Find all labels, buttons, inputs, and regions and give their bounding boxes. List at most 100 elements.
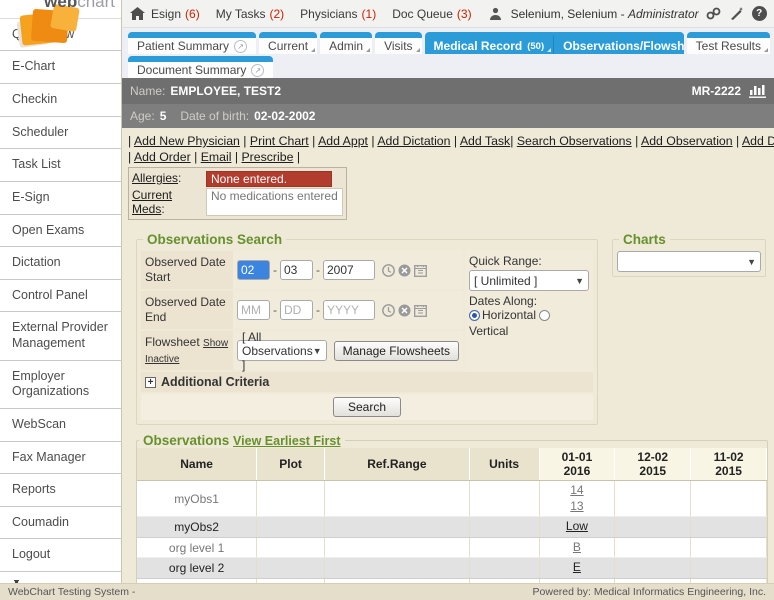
- action-link-add-new-physician[interactable]: Add New Physician: [133, 134, 240, 148]
- manage-flowsheets-button[interactable]: Manage Flowsheets: [333, 340, 459, 361]
- sidebar-item-external-provider-management[interactable]: External Provider Management: [0, 312, 121, 361]
- charts-select[interactable]: ▼: [617, 251, 761, 272]
- tab-document-summary[interactable]: Document Summary ↗: [128, 56, 274, 78]
- user-icon: [488, 6, 504, 22]
- doc-queue-count: (3): [456, 6, 472, 21]
- view-earliest-first-link[interactable]: View Earliest First: [233, 434, 341, 448]
- sidebar-item-fax-manager[interactable]: Fax Manager: [0, 441, 121, 475]
- sidebar-item-task-list[interactable]: Task List: [0, 149, 121, 182]
- column-header-date-1[interactable]: 01-01 2016: [539, 448, 616, 481]
- observation-row-myobs1: myObs1 14 13: [137, 480, 767, 518]
- chart-stats-icon[interactable]: [749, 84, 766, 98]
- end-day-input[interactable]: [280, 300, 313, 320]
- column-header-name[interactable]: Name: [137, 448, 258, 481]
- observation-value-cell: 14 13: [539, 480, 616, 518]
- tab-admin[interactable]: Admin: [320, 32, 373, 54]
- nav-physicians[interactable]: Physicians (1): [300, 6, 377, 21]
- sidebar-item-webscan[interactable]: WebScan: [0, 408, 121, 442]
- sidebar-item-control-panel[interactable]: Control Panel: [0, 279, 121, 313]
- webchart-logo[interactable]: webchart: [0, 0, 121, 48]
- observation-value-link[interactable]: E: [572, 560, 581, 575]
- action-link-search-observations[interactable]: Search Observations: [516, 134, 632, 148]
- help-icon[interactable]: ?: [751, 6, 767, 21]
- flowsheet-select[interactable]: [ All Observations ] ▼: [237, 330, 327, 372]
- action-link-add-document[interactable]: Add Document: [741, 134, 774, 148]
- sidebar-item-logout[interactable]: Logout: [0, 539, 121, 572]
- popout-icon[interactable]: ↗: [234, 39, 248, 53]
- allergies-link[interactable]: Allergies: [132, 171, 179, 185]
- sidebar-item-checkin[interactable]: Checkin: [0, 84, 121, 117]
- tab-patient-summary[interactable]: Patient Summary ↗: [128, 32, 257, 54]
- clear-date-icon[interactable]: [398, 304, 411, 317]
- clear-date-icon[interactable]: [398, 264, 411, 277]
- observation-row-org-level-1: org level 1 B: [137, 537, 767, 559]
- tab-current[interactable]: Current: [259, 32, 318, 54]
- column-header-date-3[interactable]: 11-02 2015: [690, 448, 767, 481]
- end-month-input[interactable]: [237, 300, 270, 320]
- start-year-input[interactable]: [323, 260, 375, 280]
- esign-count: (6): [185, 6, 200, 21]
- current-meds-link[interactable]: Current Meds: [132, 188, 173, 216]
- column-header-date-2[interactable]: 12-02 2015: [614, 448, 692, 481]
- nav-my-tasks[interactable]: My Tasks (2): [215, 6, 285, 21]
- action-link-print-chart[interactable]: Print Chart: [249, 134, 309, 148]
- charts-panel: Charts ▼: [612, 232, 766, 277]
- vertical-radio[interactable]: [539, 310, 551, 321]
- content-area: | Add New Physician | Print Chart | Add …: [122, 128, 774, 600]
- column-header-ref-range[interactable]: Ref.Range: [324, 448, 470, 481]
- sidebar-item-coumadin[interactable]: Coumadin: [0, 506, 121, 540]
- tab-observations-flowsheets[interactable]: Observations/Flowsheets(50): [554, 32, 684, 54]
- action-link-add-dictation[interactable]: Add Dictation: [377, 134, 451, 148]
- main-area: Esign (6) My Tasks (2) Physicians (1) Doc Q…: [122, 0, 774, 600]
- start-month-input[interactable]: [237, 260, 270, 280]
- home-icon[interactable]: [130, 6, 145, 22]
- nav-doc-queue[interactable]: Doc Queue (3): [392, 6, 472, 21]
- tab-medical-record[interactable]: Medical Record (50): [424, 32, 555, 54]
- sidebar-item-dictation[interactable]: Dictation: [0, 247, 121, 280]
- webchart-logo-icon: [16, 3, 80, 56]
- start-day-input[interactable]: [280, 260, 313, 280]
- observation-value-link[interactable]: 13: [570, 498, 584, 513]
- sidebar-item-employer-organizations[interactable]: Employer Organizations: [0, 360, 121, 409]
- action-link-email[interactable]: Email: [200, 150, 232, 164]
- search-button[interactable]: Search: [332, 397, 402, 417]
- popout-icon[interactable]: ↗: [251, 63, 265, 77]
- link-chain-icon[interactable]: [706, 6, 722, 22]
- sidebar-item-e-sign[interactable]: E-Sign: [0, 181, 121, 215]
- patient-mr-number: MR-2222: [691, 84, 741, 98]
- time-icon[interactable]: [382, 303, 395, 317]
- patient-header-name-band: Name: EMPLOYEE, TEST2 MR-2222: [122, 78, 774, 104]
- observation-value-cell: E: [539, 557, 616, 579]
- column-header-units[interactable]: Units: [469, 448, 540, 481]
- time-icon[interactable]: [382, 263, 395, 277]
- observation-value-link[interactable]: 14: [570, 483, 584, 497]
- action-link-add-task[interactable]: Add Task: [459, 134, 511, 148]
- horizontal-radio[interactable]: [469, 310, 480, 321]
- additional-criteria-toggle[interactable]: + Additional Criteria: [141, 372, 593, 392]
- sidebar-item-e-chart[interactable]: E-Chart: [0, 51, 121, 84]
- column-header-plot[interactable]: Plot: [256, 448, 326, 481]
- observation-value-link[interactable]: Low: [565, 519, 588, 534]
- sidebar-item-reports[interactable]: Reports: [0, 474, 121, 507]
- action-link-add-order[interactable]: Add Order: [133, 150, 191, 164]
- sidebar-item-scheduler[interactable]: Scheduler: [0, 116, 121, 150]
- action-link-prescribe[interactable]: Prescribe: [241, 150, 294, 164]
- tab-test-results[interactable]: Test Results: [686, 32, 770, 54]
- tab-visits[interactable]: Visits: [375, 32, 422, 54]
- nav-esign[interactable]: Esign (6): [151, 6, 200, 21]
- show-inactive-link[interactable]: Show Inactive: [145, 338, 229, 365]
- action-link-add-observation[interactable]: Add Observation: [641, 134, 733, 148]
- observations-search-legend: Observations Search: [147, 232, 283, 247]
- action-link-add-appt[interactable]: Add Appt: [318, 134, 368, 148]
- wand-icon[interactable]: [729, 6, 745, 22]
- current-user[interactable]: Selenium, Selenium - Administrator: [510, 6, 699, 21]
- sidebar-item-open-exams[interactable]: Open Exams: [0, 214, 121, 248]
- end-year-input[interactable]: [323, 300, 375, 320]
- observation-value-link[interactable]: B: [572, 539, 581, 554]
- chevron-down-icon: ▼: [747, 256, 756, 267]
- allergies-value: None entered.: [206, 171, 332, 187]
- calendar-icon[interactable]: [414, 304, 427, 317]
- quick-range-select[interactable]: [ Unlimited ] ▼: [469, 270, 589, 291]
- patient-name-label: Name:: [130, 84, 166, 98]
- calendar-icon[interactable]: [414, 264, 427, 277]
